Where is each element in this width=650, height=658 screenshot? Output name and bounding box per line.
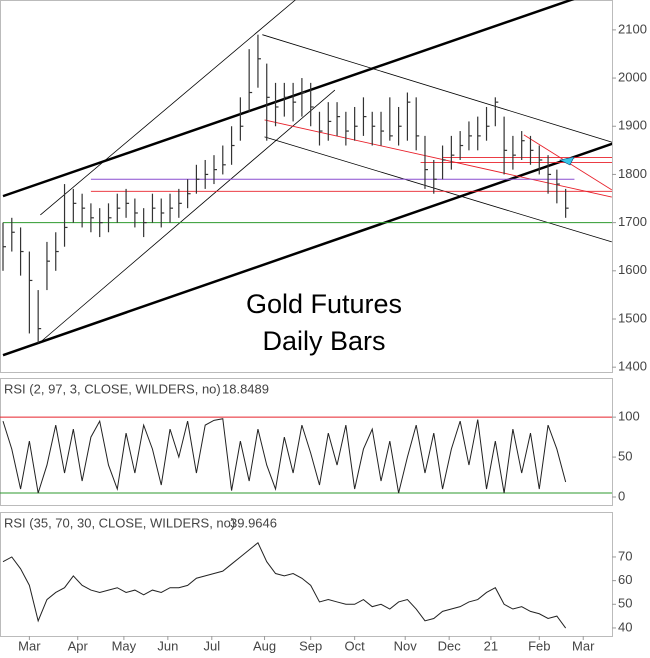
x-tick-label: Aug [253,638,276,653]
y-tick-label: 1400 [618,359,647,374]
price-panel [2,0,612,357]
x-tick-label: Feb [528,638,550,653]
last-value: 39.9646 [230,515,277,530]
rsi-line [2,418,567,494]
rsi-panel [0,416,612,494]
trend-line [40,0,296,216]
y-tick-label: 1500 [618,310,647,325]
panel-frame [0,378,613,506]
x-tick-label: Oct [345,638,366,653]
trend-line [262,34,612,143]
trend-line [264,136,612,243]
x-tick-label: Nov [394,638,418,653]
y-tick-label: 40 [618,619,632,634]
y-tick-label: 2100 [618,21,647,36]
y-tick-label: 50 [618,596,632,611]
y-tick-label: 2000 [618,69,647,84]
x-tick-label: Apr [68,638,89,653]
panel-frame [0,512,613,637]
panel-title: RSI (2, 97, 3, CLOSE, WILDERS, no) [4,381,221,396]
y-tick-label: 100 [618,409,640,424]
y-tick-label: 1900 [618,118,647,133]
panel-title: RSI (35, 70, 30, CLOSE, WILDERS, no) [4,515,235,530]
y-tick-label: 0 [618,488,625,503]
rsi-line [2,541,567,629]
y-tick-label: 50 [618,449,632,464]
y-tick-label: 1600 [618,262,647,277]
x-tick-label: Jun [157,638,178,653]
x-tick-label: May [112,638,137,653]
x-tick-label: Mar [18,638,41,653]
trend-line [264,119,612,198]
trend-line [2,142,612,357]
annotation: Gold Futures [246,289,402,319]
x-tick-label: Dec [438,638,462,653]
marker [559,156,575,166]
panel-frame [0,0,613,373]
x-tick-label: 21 [484,638,498,653]
y-tick-label: 1700 [618,214,647,229]
last-value: 18.8489 [222,381,269,396]
y-tick-label: 70 [618,548,632,563]
trend-line [2,0,575,198]
rsi-panel [2,541,567,629]
annotation: Daily Bars [262,326,385,356]
x-tick-label: Jul [203,638,220,653]
y-tick-label: 60 [618,572,632,587]
trend-line [40,89,336,343]
y-tick-label: 1800 [618,166,647,181]
x-tick-label: Mar [572,638,595,653]
x-tick-label: Sep [299,638,322,653]
